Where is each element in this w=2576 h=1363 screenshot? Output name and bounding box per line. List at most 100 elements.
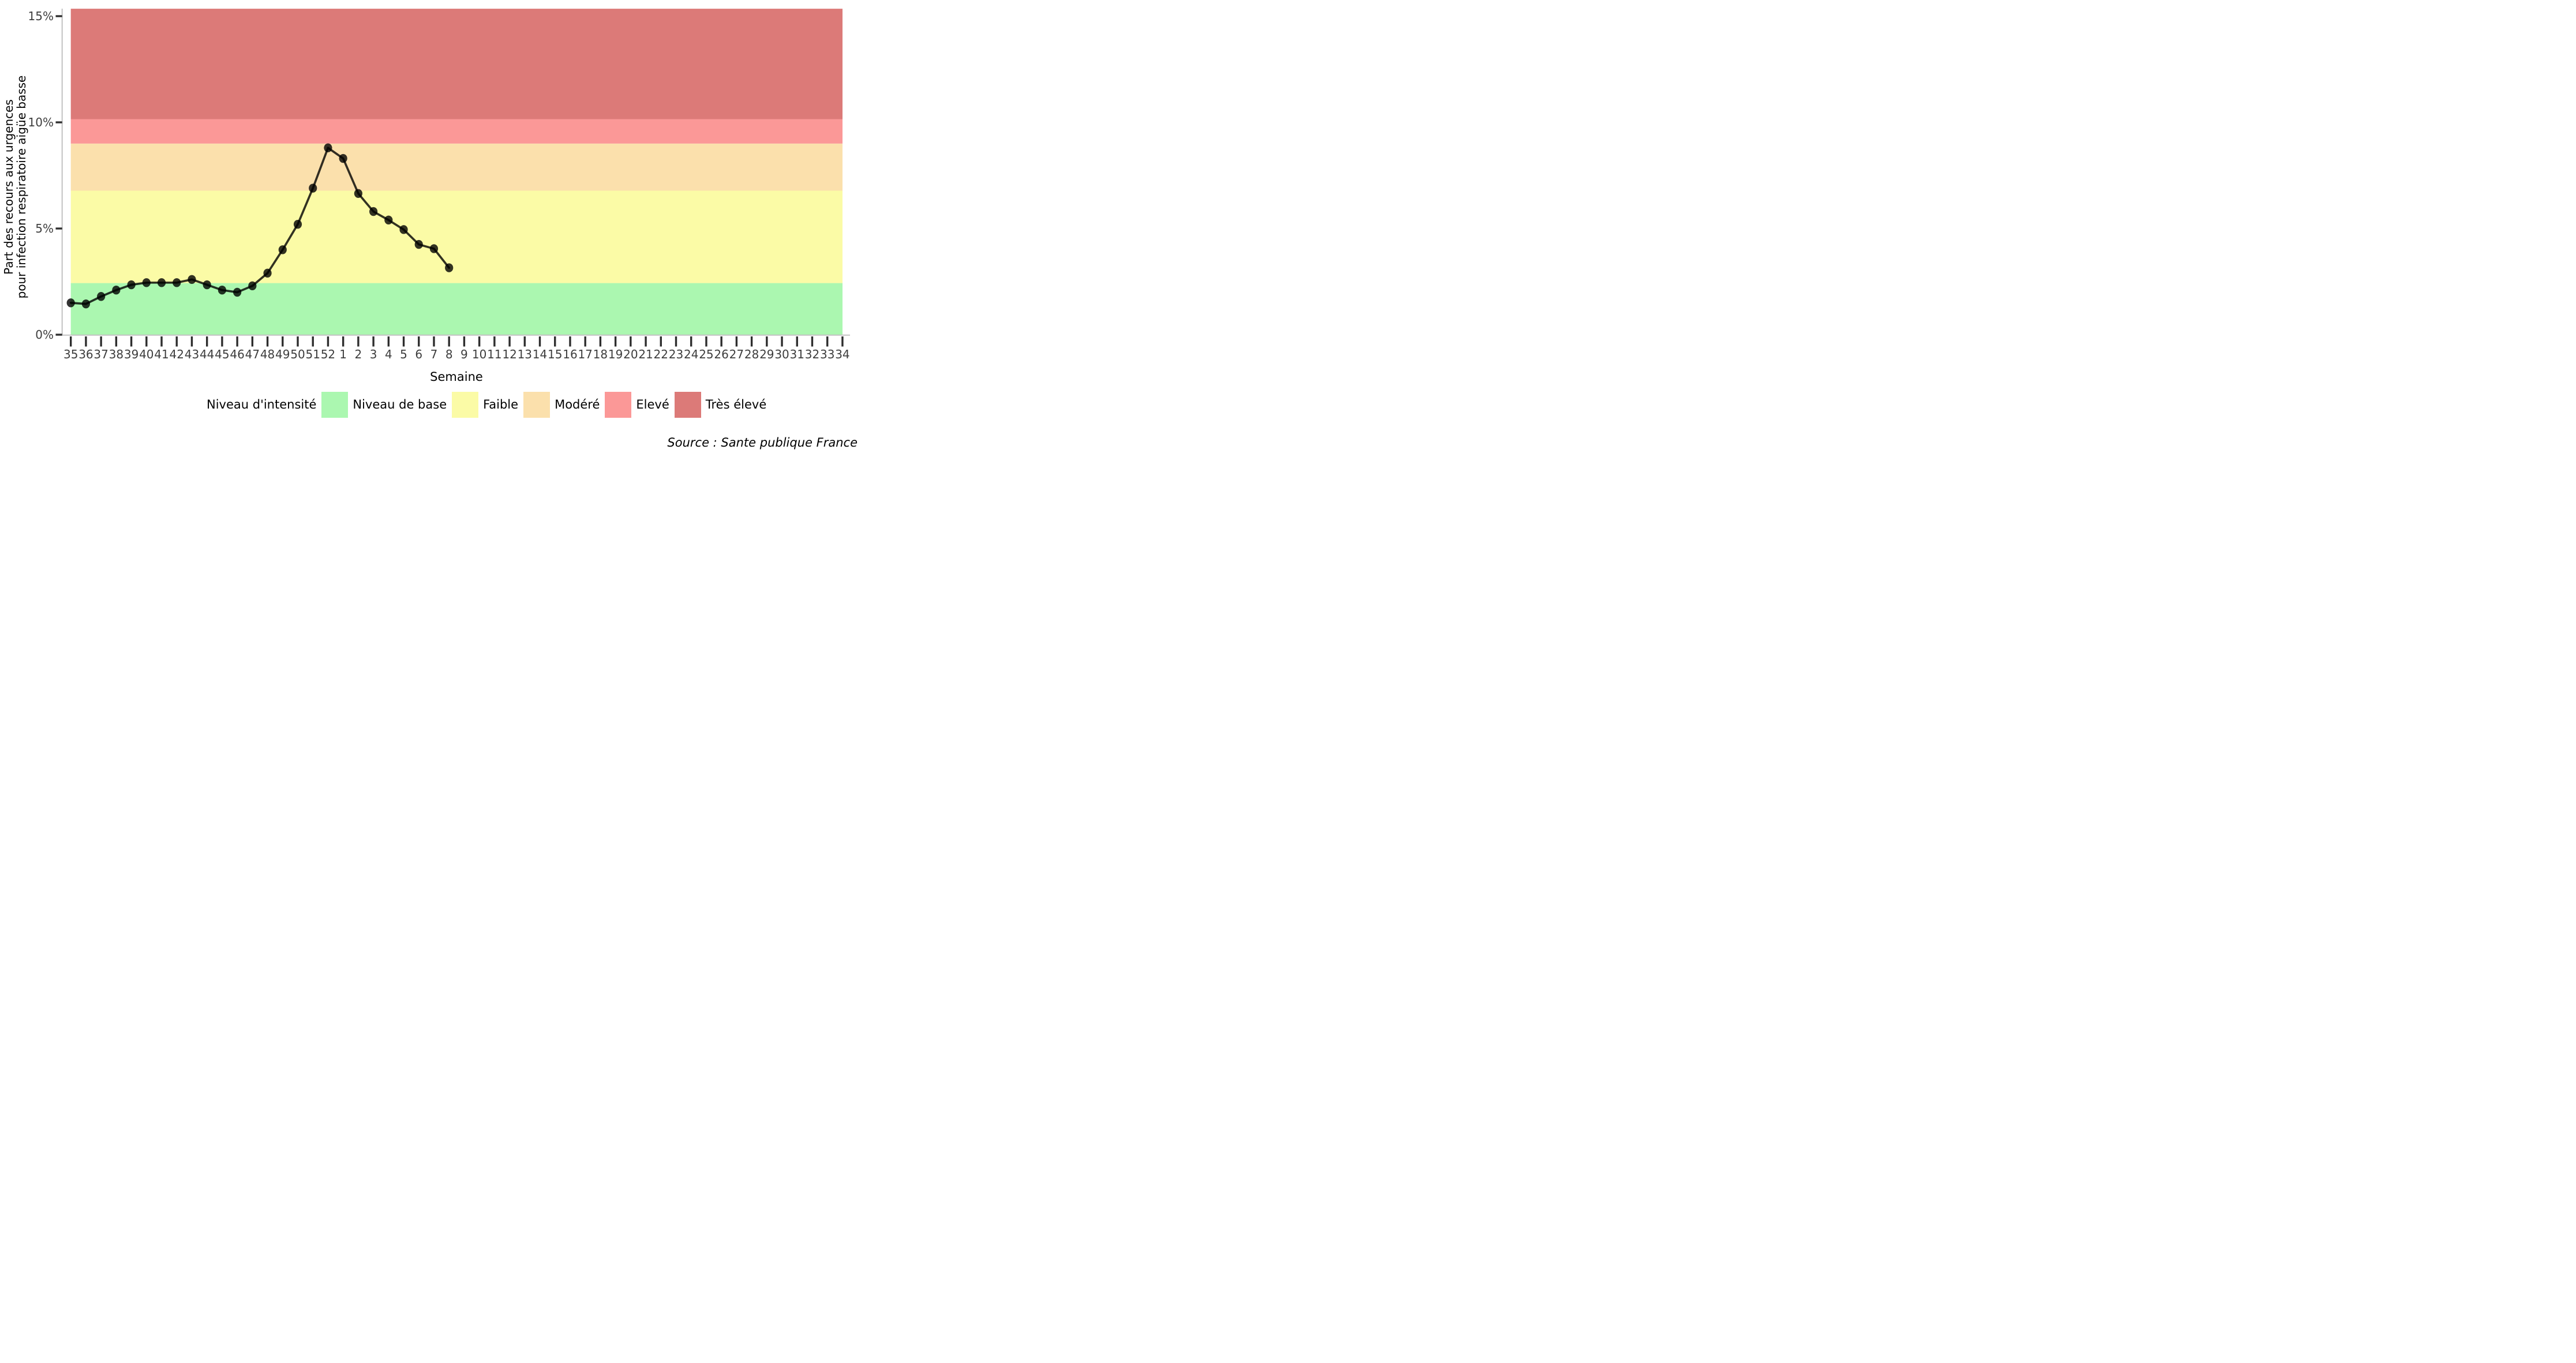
legend-item-tres-eleve: Très élevé	[674, 391, 767, 418]
y-tick-label: 5%	[35, 222, 54, 235]
x-tick-label: 16	[563, 347, 577, 361]
data-point-week-35	[66, 298, 75, 308]
axes-layer	[61, 9, 850, 336]
data-point-week-7	[429, 244, 439, 253]
x-tick-label: 29	[759, 347, 774, 361]
x-tick-label: 38	[109, 347, 123, 361]
x-tick-label: 44	[200, 347, 214, 361]
x-tick-label: 48	[260, 347, 275, 361]
x-tick-label: 1	[339, 347, 347, 361]
x-tick-label: 27	[729, 347, 744, 361]
legend-label-tres-eleve: Très élevé	[705, 398, 767, 411]
band-eleve	[70, 119, 843, 144]
x-tick-label: 50	[290, 347, 305, 361]
data-point-week-52	[324, 143, 332, 152]
chart-figure: 0% 5% 10% 15% 3 5 36 37 38 39 40 41 42 43 44 45 46 4 7 48 49…	[0, 0, 859, 455]
x-tick-label: 34	[835, 347, 849, 361]
data-point-week-36	[81, 299, 91, 309]
x-tick-label: 32	[805, 347, 819, 361]
x-tick-label: 33	[820, 347, 834, 361]
intensity-bands-layer	[70, 9, 843, 335]
x-tick-label: 43	[185, 347, 199, 361]
x-tick-label: 20	[623, 347, 638, 361]
x-tick-label: 10	[472, 347, 486, 361]
legend-label-modere: Modéré	[555, 398, 600, 411]
data-point-week-37	[97, 292, 106, 301]
data-point-week-50	[293, 219, 302, 229]
data-series-layer	[66, 143, 454, 309]
y-tick-label: 10%	[28, 115, 54, 129]
data-point-week-49	[278, 245, 287, 254]
x-tick-label: 7	[430, 347, 438, 361]
data-point-week-45	[218, 286, 226, 295]
x-tick-label: 52	[321, 347, 335, 361]
x-tick-label: 45	[215, 347, 229, 361]
data-point-week-38	[112, 286, 121, 295]
legend-swatch-tres-eleve	[674, 391, 701, 418]
data-point-week-47	[248, 281, 257, 291]
legend-item-faible: Faible	[452, 391, 519, 418]
x-tick-label: 21	[638, 347, 653, 361]
band-tres-eleve	[70, 9, 843, 119]
x-tick-label: 11	[487, 347, 501, 361]
legend-label-niveau-de-base: Niveau de base	[353, 398, 447, 411]
x-tick-label: 3	[370, 347, 377, 361]
x-tick-label: 46	[230, 347, 244, 361]
data-point-week-6	[414, 239, 423, 249]
y-tick-label: 0%	[35, 328, 54, 342]
x-tick-label: 18	[593, 347, 608, 361]
legend-label-faible: Faible	[483, 398, 519, 411]
data-point-week-1	[339, 153, 347, 163]
legend-item-modere: Modéré	[523, 391, 600, 418]
x-tick-label: 2	[355, 347, 362, 361]
x-tick-label: 49	[275, 347, 290, 361]
x-tick-label: 22	[654, 347, 668, 361]
x-tick-label: 4	[385, 347, 392, 361]
x-tick-label: 24	[684, 347, 698, 361]
legend-item-niveau-de-base: Niveau de base	[321, 391, 447, 418]
data-point-week-4	[384, 215, 393, 224]
x-tick-label: 41	[154, 347, 169, 361]
x-tick-label: 15	[548, 347, 562, 361]
x-tick-label: 12	[502, 347, 516, 361]
data-point-week-42	[173, 278, 181, 287]
legend-title: Niveau d'intensité	[207, 398, 317, 411]
line-chart: 0% 5% 10% 15% 3 5 36 37 38 39 40 41 42 43 44 45 46 4 7 48 49…	[2, 9, 850, 384]
x-tick-label: 23	[669, 347, 683, 361]
x-tick-label: 14	[533, 347, 547, 361]
x-tick-label: 40	[139, 347, 153, 361]
data-point-week-8	[445, 263, 454, 272]
x-tick-label: 13	[518, 347, 532, 361]
band-faible	[70, 190, 843, 283]
x-tick-label: 26	[714, 347, 728, 361]
x-tick-label: 17	[578, 347, 592, 361]
band-modere	[70, 143, 843, 191]
data-point-week-51	[309, 184, 317, 193]
band-niveau-de-base	[70, 283, 843, 335]
ticks-layer: 0% 5% 10% 15% 3 5 36 37 38 39 40 41 42 43 44 45 46 4 7 48 49…	[28, 9, 850, 361]
x-axis-title: Semaine	[430, 370, 483, 384]
data-point-week-48	[263, 268, 272, 278]
data-point-week-3	[369, 207, 378, 216]
source-caption: Source : Sante publique France	[667, 436, 858, 450]
x-tick-label: 28	[744, 347, 759, 361]
x-tick-label: 25	[699, 347, 713, 361]
x-tick-label: 5	[400, 347, 407, 361]
data-point-week-5	[399, 225, 408, 234]
legend-swatch-modere	[523, 391, 551, 418]
x-tick-label: 36	[78, 347, 93, 361]
legend-swatch-faible	[452, 391, 479, 418]
x-tick-label: 37	[93, 347, 108, 361]
data-point-week-39	[127, 280, 136, 290]
x-tick-label: 39	[124, 347, 138, 361]
x-tick-label: 19	[608, 347, 623, 361]
legend-label-eleve: Elevé	[636, 398, 669, 411]
x-tick-label: 30	[774, 347, 789, 361]
legend-swatch-eleve	[605, 391, 632, 418]
legend-swatch-niveau-de-base	[321, 391, 349, 418]
x-tick-label: 42	[170, 347, 184, 361]
y-tick-label: 15%	[28, 9, 54, 23]
x-tick-label: 9	[460, 347, 468, 361]
legend-item-eleve: Elevé	[605, 391, 669, 418]
x-tick-label: 6	[415, 347, 422, 361]
